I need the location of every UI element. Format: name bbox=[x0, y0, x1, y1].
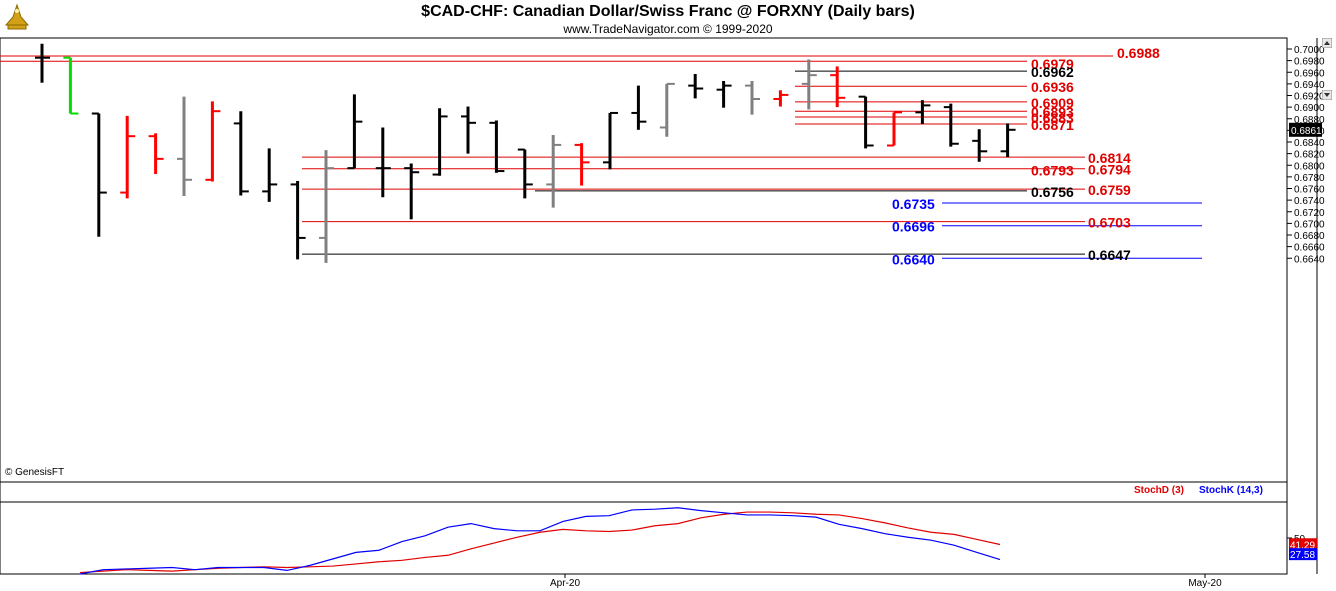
y-tick-label: 0.6920 bbox=[1294, 92, 1325, 103]
y-tick-label: 0.6640 bbox=[1294, 254, 1325, 265]
y-tick-label: 0.6800 bbox=[1294, 161, 1325, 172]
ohlc-bar bbox=[1000, 123, 1016, 158]
level-labels: 0.69880.69790.69620.69360.69090.68930.68… bbox=[892, 45, 1160, 267]
legend-stochk: StochK (14,3) bbox=[1199, 485, 1263, 496]
ohlc-bar bbox=[347, 94, 363, 170]
stochk-value-box bbox=[1289, 548, 1317, 561]
ohlc-bar bbox=[688, 73, 704, 99]
ohlc-bar bbox=[745, 80, 760, 115]
ohlc-bar bbox=[858, 95, 874, 149]
y-tick-label: 0.6980 bbox=[1294, 57, 1325, 68]
level-label: 0.6909 bbox=[1031, 95, 1074, 111]
ohlc-bar bbox=[801, 59, 817, 110]
level-label: 0.6979 bbox=[1031, 56, 1074, 72]
date-x-axis: Apr-20 May-20 bbox=[550, 574, 1222, 589]
level-label: 0.6893 bbox=[1031, 104, 1074, 120]
level-label: 0.6871 bbox=[1031, 117, 1074, 133]
level-label: 0.6703 bbox=[1088, 215, 1131, 231]
ohlc-bar bbox=[489, 120, 505, 173]
level-label: 0.6962 bbox=[1031, 64, 1074, 80]
price-y-axis: 0.70000.69800.69600.69400.69200.69000.68… bbox=[1287, 45, 1325, 265]
y-tick-label: 0.6900 bbox=[1294, 103, 1325, 114]
ohlc-bar bbox=[177, 96, 192, 197]
legend-stochd: StochD (3) bbox=[1134, 485, 1184, 496]
y-tick-label: 0.6840 bbox=[1294, 138, 1325, 149]
level-lines bbox=[0, 55, 1202, 259]
stoch-series-line bbox=[79, 507, 1001, 575]
y-tick-label: 0.6820 bbox=[1294, 150, 1325, 161]
ohlc-bar bbox=[35, 43, 50, 83]
ohlc-bar bbox=[631, 85, 647, 130]
y-tick-label: 0.6660 bbox=[1294, 243, 1325, 254]
scroll-up-arrow-icon[interactable] bbox=[1322, 38, 1332, 48]
ohlc-bar bbox=[319, 150, 334, 263]
level-label: 0.6735 bbox=[892, 196, 935, 212]
ohlc-bar bbox=[659, 82, 675, 137]
ohlc-bar bbox=[943, 103, 959, 147]
ohlc-bar bbox=[404, 163, 420, 220]
x-tick-label: May-20 bbox=[1188, 578, 1222, 589]
last-price-box bbox=[1289, 122, 1322, 137]
y-tick-label: 0.6960 bbox=[1294, 68, 1325, 79]
genesis-logo-icon bbox=[4, 3, 30, 30]
ohlc-bar bbox=[432, 108, 448, 176]
x-tick-label: Apr-20 bbox=[550, 578, 580, 589]
ohlc-bar bbox=[91, 112, 107, 237]
ohlc-bars bbox=[35, 43, 1016, 263]
scroll-down-arrow-icon[interactable] bbox=[1322, 90, 1332, 100]
y-tick-label: 0.6700 bbox=[1294, 219, 1325, 230]
ohlc-bar bbox=[603, 111, 618, 170]
ohlc-bar bbox=[63, 56, 79, 115]
y-tick-label: 0.6680 bbox=[1294, 231, 1325, 242]
stochd-value-box bbox=[1289, 538, 1317, 551]
ohlc-bar bbox=[148, 133, 164, 174]
ohlc-bar bbox=[290, 180, 306, 260]
level-label: 0.6793 bbox=[1031, 162, 1074, 178]
chart-title: $CAD-CHF: Canadian Dollar/Swiss Franc @ … bbox=[421, 3, 915, 20]
ohlc-bar bbox=[517, 148, 533, 199]
copyright-text: © GenesisFT bbox=[5, 467, 65, 478]
y-tick-label: 0.6940 bbox=[1294, 80, 1325, 91]
stoch-panel-frame bbox=[0, 481, 1288, 575]
stochd-value-label: 41.29 bbox=[1290, 540, 1315, 551]
ohlc-bar bbox=[574, 143, 590, 186]
y-tick-label: 0.6760 bbox=[1294, 185, 1325, 196]
ohlc-bar bbox=[461, 106, 476, 154]
ohlc-bar bbox=[773, 90, 789, 107]
chart-subtitle: www.TradeNavigator.com © 1999-2020 bbox=[563, 22, 773, 36]
ohlc-bar bbox=[375, 127, 391, 198]
last-price-label: 0.6861 bbox=[1291, 126, 1322, 137]
y-tick-label: 0.6880 bbox=[1294, 115, 1325, 126]
stochk-value-label: 27.58 bbox=[1290, 550, 1315, 561]
level-label: 0.6647 bbox=[1088, 247, 1131, 263]
y-tick-label: 0.6740 bbox=[1294, 196, 1325, 207]
y-tick-label: 0.6780 bbox=[1294, 173, 1325, 184]
stoch-series-line bbox=[79, 511, 1001, 574]
level-label: 0.6936 bbox=[1031, 79, 1074, 95]
ohlc-bar bbox=[830, 66, 846, 108]
ohlc-bar bbox=[233, 111, 249, 196]
ohlc-bar bbox=[546, 135, 562, 208]
y-tick-label: 0.7000 bbox=[1294, 45, 1325, 56]
level-label: 0.6988 bbox=[1117, 45, 1160, 61]
y-tick-label: 0.6720 bbox=[1294, 208, 1325, 219]
level-label: 0.6756 bbox=[1031, 184, 1074, 200]
level-label: 0.6814 bbox=[1088, 150, 1131, 166]
level-label: 0.6640 bbox=[892, 251, 935, 267]
ohlc-bar bbox=[972, 129, 988, 162]
level-label: 0.6794 bbox=[1088, 162, 1131, 178]
ohlc-bar bbox=[887, 111, 902, 147]
chart-header: $CAD-CHF: Canadian Dollar/Swiss Franc @ … bbox=[0, 0, 1336, 36]
ohlc-bar bbox=[205, 101, 221, 182]
ohlc-bar bbox=[716, 80, 732, 108]
ohlc-bar bbox=[915, 100, 931, 124]
level-label: 0.6696 bbox=[892, 219, 935, 235]
level-label: 0.6883 bbox=[1031, 110, 1074, 126]
ohlc-bar bbox=[120, 115, 136, 199]
level-label: 0.6759 bbox=[1088, 182, 1131, 198]
ohlc-bar bbox=[262, 148, 278, 202]
